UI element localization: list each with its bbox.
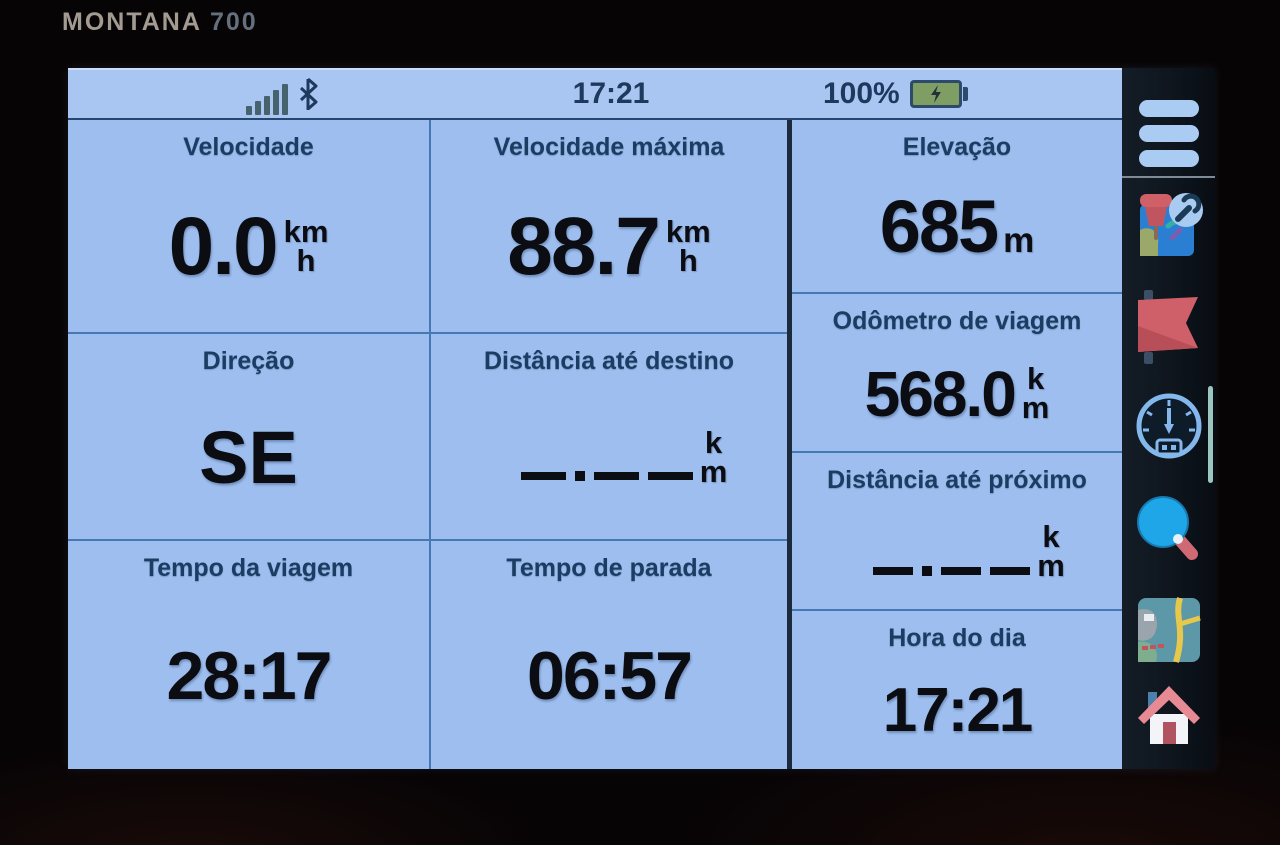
field-trip-time-value: 28:17 (166, 638, 333, 714)
field-max-speed-value: 88.7 (507, 201, 661, 292)
blank-value-dashes (873, 565, 1031, 576)
hamburger-menu-icon[interactable] (1139, 100, 1199, 175)
field-max-speed-unit: km h (665, 214, 711, 278)
battery-charging-icon (909, 80, 968, 108)
field-elevation-value: 685 (879, 185, 999, 268)
grid-divider (429, 120, 431, 769)
field-heading-value: SE (199, 415, 298, 499)
field-trip-time[interactable]: Tempo da viagem 28:17 (68, 541, 429, 769)
grid-divider (792, 609, 1122, 611)
grid-divider (68, 332, 787, 334)
status-bar: 17:21 100% (68, 68, 1122, 118)
battery-percent: 100% (823, 77, 900, 110)
field-time-of-day-label: Hora do dia (888, 624, 1026, 652)
field-max-speed[interactable]: Velocidade máxima 88.7 km h (431, 120, 787, 332)
signal-strength-icon (246, 83, 288, 115)
grid-divider-thick (787, 120, 792, 769)
grid-divider (792, 451, 1122, 453)
field-distance-to-next-label: Distância até próximo (827, 466, 1087, 494)
field-time-of-day-value: 17:21 (882, 676, 1034, 745)
field-time-of-day[interactable]: Hora do dia 17:21 (792, 611, 1122, 769)
field-elevation-label: Elevação (902, 133, 1012, 161)
field-max-speed-label: Velocidade máxima (493, 133, 725, 161)
field-stopped-time[interactable]: Tempo de parada 06:57 (431, 541, 787, 769)
device-brand-label: MONTANA 700 (62, 8, 258, 37)
field-elevation-unit: m (1003, 221, 1035, 260)
brand-name: MONTANA (62, 8, 201, 36)
field-speed-label: Velocidade (183, 133, 314, 161)
magnifier-icon[interactable] (1136, 494, 1202, 571)
field-heading-label: Direção (202, 347, 295, 375)
field-trip-odometer-value: 568.0 (864, 357, 1017, 430)
field-heading[interactable]: Direção SE (68, 334, 429, 539)
device-screen: 17:21 100% Velocidade 0.0 (68, 68, 1215, 769)
field-stopped-time-label: Tempo de parada (506, 554, 712, 582)
brand-model: 700 (209, 8, 258, 36)
flag-icon[interactable] (1136, 290, 1202, 369)
field-speed-unit: km h (283, 214, 329, 278)
field-distance-to-destination-label: Distância até destino (483, 347, 735, 375)
sidebar (1122, 68, 1215, 769)
sidebar-scroll-indicator[interactable] (1208, 386, 1213, 483)
map-icon[interactable] (1136, 596, 1202, 669)
bluetooth-icon (298, 77, 318, 115)
status-time: 17:21 (572, 77, 650, 110)
blank-value-dashes (520, 471, 693, 482)
field-speed[interactable]: Velocidade 0.0 km h (68, 120, 429, 332)
field-trip-odometer-label: Odômetro de viagem (832, 307, 1082, 335)
grid-divider (792, 292, 1122, 294)
field-stopped-time-value: 06:57 (527, 638, 693, 714)
field-speed-value: 0.0 (168, 201, 279, 292)
field-trip-time-label: Tempo da viagem (143, 554, 354, 582)
home-icon[interactable] (1136, 684, 1202, 757)
status-bar-divider (68, 118, 1122, 120)
grid-divider (68, 539, 787, 541)
map-pin-wrench-icon[interactable] (1132, 186, 1206, 269)
sidebar-divider (1122, 176, 1215, 178)
gauge-icon[interactable] (1134, 390, 1204, 471)
field-elevation[interactable]: Elevação 685 m (792, 120, 1122, 292)
trip-computer-page: 17:21 100% Velocidade 0.0 (68, 68, 1122, 769)
